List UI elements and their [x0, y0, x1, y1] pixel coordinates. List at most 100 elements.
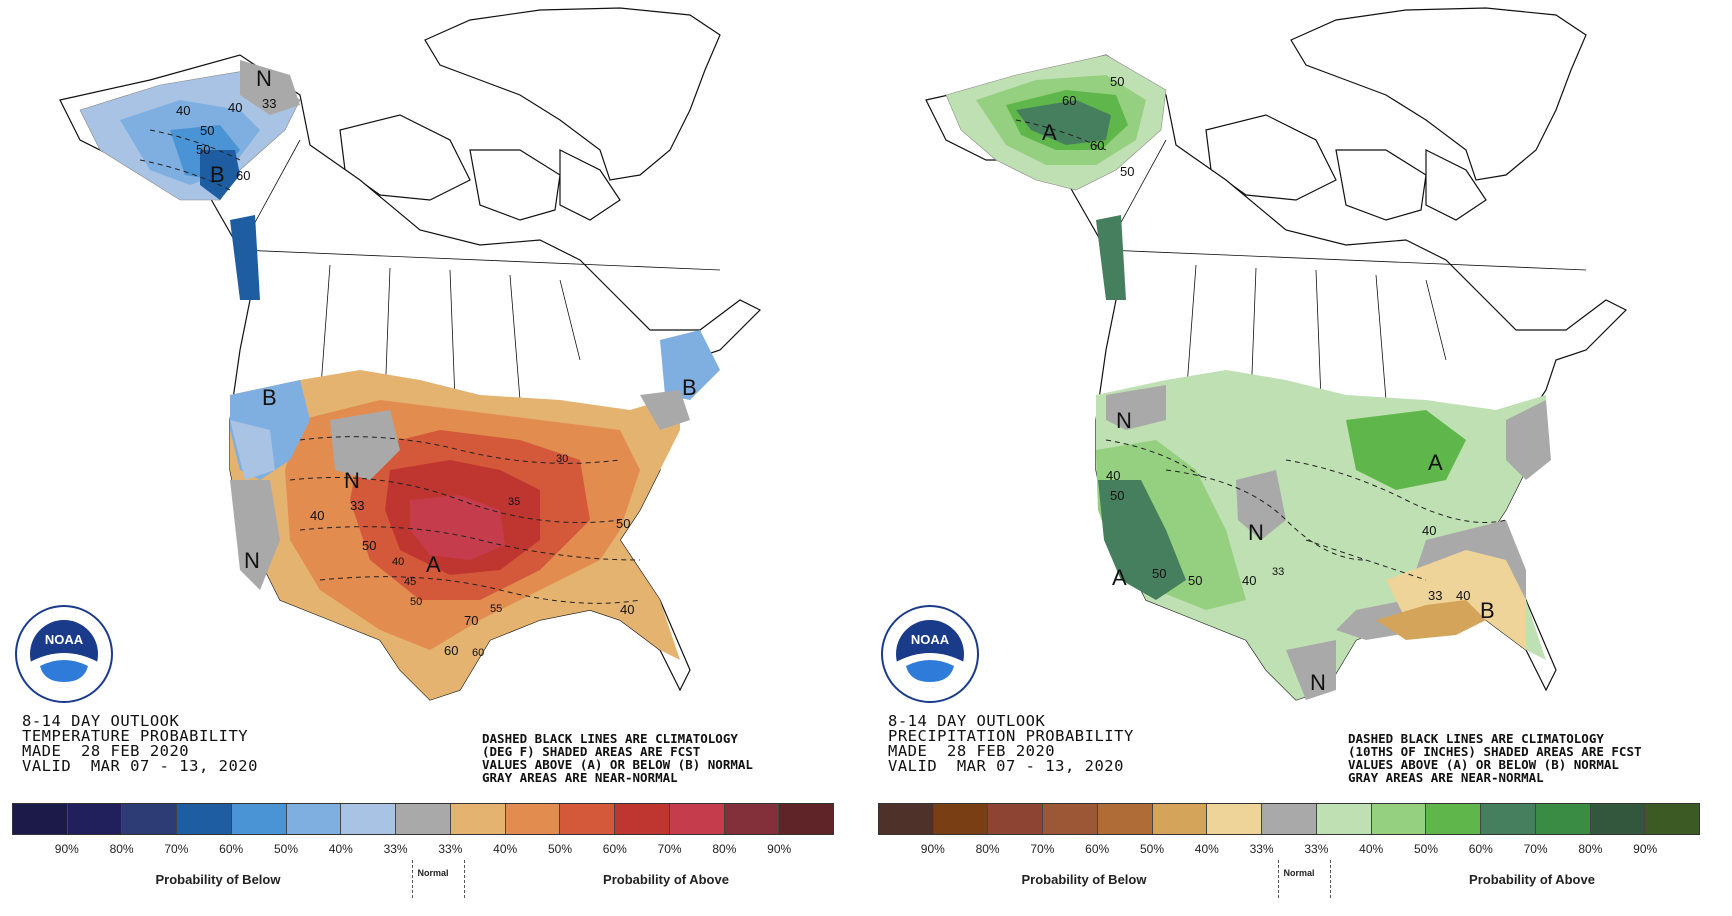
- legend-swatch: [988, 804, 1044, 834]
- map-label: 50: [1110, 74, 1124, 89]
- map-label: 33: [1272, 566, 1284, 578]
- legend-tick-label: 70%: [657, 842, 682, 856]
- temperature-title: 8-14 DAY OUTLOOK TEMPERATURE PROBABILITY…: [22, 713, 258, 774]
- legend-tick-label: 40%: [1194, 842, 1219, 856]
- title-line: MADE 28 FEB 2020: [888, 742, 1056, 760]
- legend-tick-label: 70%: [164, 842, 189, 856]
- note-line: VALUES ABOVE (A) OR BELOW (B) NORMAL: [1348, 757, 1619, 772]
- map-label: B: [682, 375, 697, 400]
- normal-divider-right: [464, 860, 465, 898]
- temperature-legend-ticks: 90% 80% 70% 60% 50% 40% 33% 33% 40% 50% 60% 70% 80% 9…: [12, 842, 834, 858]
- svg-text:NOAA: NOAA: [45, 632, 84, 647]
- normal-divider-left: [1278, 860, 1279, 898]
- noaa-logo: NOAA: [15, 605, 113, 703]
- legend-tick-label: 90%: [1633, 842, 1658, 856]
- normal-divider-right: [1330, 860, 1331, 898]
- note-line: DASHED BLACK LINES ARE CLIMATOLOGY: [1348, 731, 1604, 746]
- legend-swatch: [341, 804, 397, 834]
- legend-tick-label: 80%: [109, 842, 134, 856]
- legend-swatch: [286, 804, 342, 834]
- legend-tick-label: 60%: [219, 842, 244, 856]
- legend-swatch: [669, 804, 725, 834]
- alaska-below-region: [79, 60, 301, 300]
- map-label: 40: [1106, 468, 1120, 483]
- map-label: 60: [236, 168, 250, 183]
- map-label: 40: [392, 556, 404, 568]
- legend-tick-label: 40%: [328, 842, 353, 856]
- map-label: 33: [350, 498, 364, 513]
- legend-swatch: [1316, 804, 1372, 834]
- legend-tick-label: 90%: [920, 842, 945, 856]
- legend-swatch: [879, 804, 934, 834]
- precipitation-map: 50 60 A 60 50 N 40 50 A 50 50 40 N 33 A …: [925, 7, 1628, 701]
- legend-tick-label: 33%: [438, 842, 463, 856]
- legend-tick-label: 60%: [1085, 842, 1110, 856]
- map-label: N: [1310, 670, 1326, 695]
- map-label: 40: [1456, 588, 1470, 603]
- title-line: TEMPERATURE PROBABILITY: [22, 727, 249, 745]
- legend-swatch: [396, 804, 451, 834]
- title-line: MADE 28 FEB 2020: [22, 742, 190, 760]
- title-line: VALID MAR 07 - 13, 2020: [888, 757, 1124, 775]
- legend-tick-label: 33%: [383, 842, 408, 856]
- precipitation-panel: 50 60 A 60 50 N 40 50 A 50 50 40 N 33 A …: [866, 0, 1732, 916]
- legend-swatch: [122, 804, 178, 834]
- map-label: 50: [410, 596, 422, 608]
- map-label: 50: [1188, 573, 1202, 588]
- above-caption: Probability of Above: [603, 872, 729, 887]
- legend-swatch: [1426, 804, 1482, 834]
- map-label: A: [1428, 450, 1443, 475]
- title-line: 8-14 DAY OUTLOOK: [888, 712, 1046, 730]
- map-label: B: [1480, 598, 1495, 623]
- legend-swatch: [1371, 804, 1427, 834]
- temperature-legend-bar: [12, 803, 834, 835]
- note-line: DASHED BLACK LINES ARE CLIMATOLOGY: [482, 731, 738, 746]
- legend-swatch: [933, 804, 989, 834]
- legend-swatch: [1481, 804, 1536, 834]
- svg-text:NOAA: NOAA: [911, 632, 950, 647]
- legend-tick-label: 40%: [493, 842, 518, 856]
- map-label: N: [1116, 408, 1132, 433]
- map-label: 50: [196, 142, 210, 157]
- title-line: PRECIPITATION PROBABILITY: [888, 727, 1134, 745]
- legend-swatch: [1043, 804, 1098, 834]
- legend-swatch: [450, 804, 506, 834]
- alaska-above-region: [945, 54, 1167, 300]
- map-label: 50: [1120, 164, 1134, 179]
- legend-swatch: [560, 804, 616, 834]
- legend-swatch: [13, 804, 68, 834]
- map-label: N: [244, 548, 260, 573]
- map-label: 40: [1422, 523, 1436, 538]
- map-label: 40: [176, 103, 190, 118]
- map-label: 50: [362, 538, 376, 553]
- legend-tick-label: 60%: [1468, 842, 1493, 856]
- legend-swatch: [615, 804, 670, 834]
- legend-swatch: [724, 804, 780, 834]
- legend-swatch: [1097, 804, 1153, 834]
- map-label: 33: [262, 96, 276, 111]
- legend-tick-label: 70%: [1030, 842, 1055, 856]
- legend-tick-label: 90%: [767, 842, 792, 856]
- above-caption: Probability of Above: [1469, 872, 1595, 887]
- map-label: 60: [472, 647, 484, 659]
- map-label: A: [426, 552, 441, 577]
- legend-tick-label: 80%: [975, 842, 1000, 856]
- legend-swatch: [1152, 804, 1208, 834]
- legend-swatch: [505, 804, 561, 834]
- note-line: GRAY AREAS ARE NEAR-NORMAL: [1348, 770, 1544, 785]
- legend-tick-label: 80%: [1578, 842, 1603, 856]
- legend-swatch: [231, 804, 287, 834]
- legend-tick-label: 90%: [54, 842, 79, 856]
- note-line: (DEG F) SHADED AREAS ARE FCST: [482, 744, 701, 759]
- map-label: N: [1248, 520, 1264, 545]
- map-label: 60: [1090, 138, 1104, 153]
- precipitation-notes: DASHED BLACK LINES ARE CLIMATOLOGY (10TH…: [1348, 732, 1642, 784]
- map-label: 40: [1242, 573, 1256, 588]
- map-label: A: [1112, 565, 1127, 590]
- legend-tick-label: 60%: [602, 842, 627, 856]
- map-label: 50: [200, 123, 214, 138]
- map-label: 40: [620, 602, 634, 617]
- below-caption: Probability of Below: [155, 872, 281, 887]
- normal-divider-left: [412, 860, 413, 898]
- legend-swatch: [1535, 804, 1591, 834]
